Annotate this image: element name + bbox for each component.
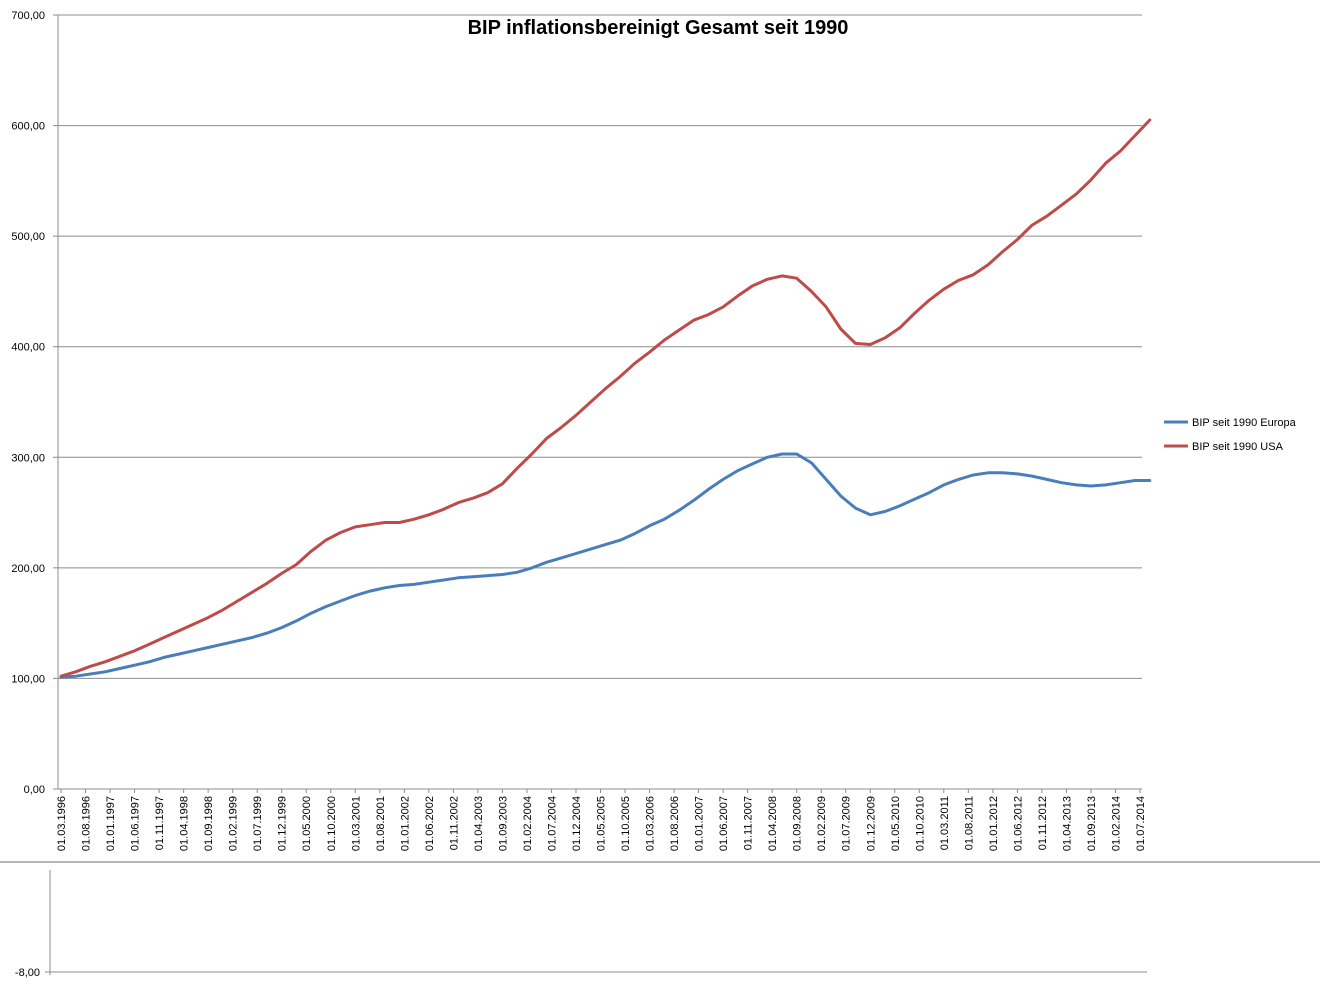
- x-tick-label: 01.12.2009: [865, 796, 877, 851]
- gridlines: [58, 14, 1142, 679]
- x-tick-label: 01.01.1997: [105, 796, 117, 851]
- x-tick-label: 01.08.2001: [375, 796, 387, 851]
- x-tick-label: 01.07.1999: [252, 796, 264, 851]
- x-tick-label: 01.11.2002: [448, 796, 460, 850]
- y-tick-label: 700,00: [11, 10, 45, 22]
- x-tick-label: 01.06.1997: [130, 796, 142, 851]
- x-tick-label: 01.11.2007: [743, 796, 755, 850]
- y-tick-label: 0,00: [24, 784, 45, 796]
- x-tick-label: 01.09.1998: [203, 796, 215, 851]
- x-tick-label: 01.07.2004: [546, 796, 558, 851]
- x-tick-label: 01.01.2002: [399, 796, 411, 851]
- x-tick-label: 01.01.2007: [694, 796, 706, 851]
- x-tick-labels: 01.03.1996 01.08.1996 01.01.1997 01.06.1997…: [56, 796, 1147, 851]
- x-tick-label: 01.11.1997: [154, 796, 166, 850]
- y-tick-label: 600,00: [11, 121, 45, 133]
- x-tick-label: 01.01.2012: [988, 796, 1000, 851]
- x-tick-label: 01.09.2013: [1086, 796, 1098, 851]
- x-tick-label: 01.10.2005: [620, 796, 632, 851]
- x-tick-label: 01.09.2003: [497, 796, 509, 851]
- series-lines: [59, 118, 1152, 679]
- x-tick-label: 01.06.2002: [424, 796, 436, 851]
- x-tick-label: 01.02.2014: [1110, 796, 1122, 851]
- legend: BIP seit 1990 Europa BIP seit 1990 USA: [1164, 417, 1297, 453]
- x-tick-label: 01.03.2001: [350, 796, 362, 851]
- x-tick-label: 01.11.2012: [1037, 796, 1049, 850]
- legend-label: BIP seit 1990 USA: [1192, 441, 1284, 453]
- series-line-bip-seit-1990-usa: [59, 118, 1152, 678]
- x-tick-label: 01.07.2009: [841, 796, 853, 851]
- axes: [53, 14, 1142, 793]
- x-tick-label: 01.10.2000: [326, 796, 338, 851]
- x-tick-label: 01.04.2013: [1061, 796, 1073, 851]
- x-tick-label: 01.03.2011: [939, 796, 951, 850]
- x-tick-label: 01.04.2003: [473, 796, 485, 851]
- x-tick-label: 01.09.2008: [792, 796, 804, 851]
- x-tick-label: 01.06.2012: [1012, 796, 1024, 851]
- x-tick-label: 01.02.2009: [816, 796, 828, 851]
- x-tick-label: 01.02.1999: [228, 796, 240, 851]
- x-tick-label: 01.03.1996: [56, 796, 68, 851]
- series-line-bip-seit-1990-europa: [59, 452, 1152, 679]
- x-tick-label: 01.04.2008: [767, 796, 779, 851]
- y-tick-label: 500,00: [11, 231, 45, 243]
- x-tick-label: 01.10.2010: [914, 796, 926, 851]
- y-tick-label: 300,00: [11, 452, 45, 464]
- x-tick-label: 01.07.2014: [1135, 796, 1147, 851]
- x-tick-label: 01.08.1996: [81, 796, 93, 851]
- x-tick-label: 01.08.2011: [963, 796, 975, 850]
- y-tick-label: 200,00: [11, 563, 45, 575]
- lower-y-tick-label: -8,00: [15, 967, 40, 979]
- x-tick-label: 01.05.2010: [890, 796, 902, 851]
- x-tick-label: 01.06.2007: [718, 796, 730, 851]
- x-tick-label: 01.03.2006: [645, 796, 657, 851]
- x-tick-label: 01.12.2004: [571, 796, 583, 851]
- y-tick-labels: 0,00 100,00 200,00 300,00 400,00 500,00 600,00…: [11, 10, 45, 796]
- x-tick-label: 01.12.1999: [277, 796, 289, 851]
- x-tick-label: 01.04.1998: [179, 796, 191, 851]
- x-tick-label: 01.05.2005: [596, 796, 608, 851]
- x-tick-label: 01.05.2000: [301, 796, 313, 851]
- y-tick-label: 100,00: [11, 673, 45, 685]
- legend-label: BIP seit 1990 Europa: [1192, 417, 1297, 429]
- y-tick-label: 400,00: [11, 342, 45, 354]
- x-tick-label: 01.02.2004: [522, 796, 534, 851]
- lower-chart-panel: -8,00: [0, 861, 1320, 979]
- x-tick-label: 01.08.2006: [669, 796, 681, 851]
- chart-title: BIP inflationsbereinigt Gesamt seit 1990: [468, 17, 849, 39]
